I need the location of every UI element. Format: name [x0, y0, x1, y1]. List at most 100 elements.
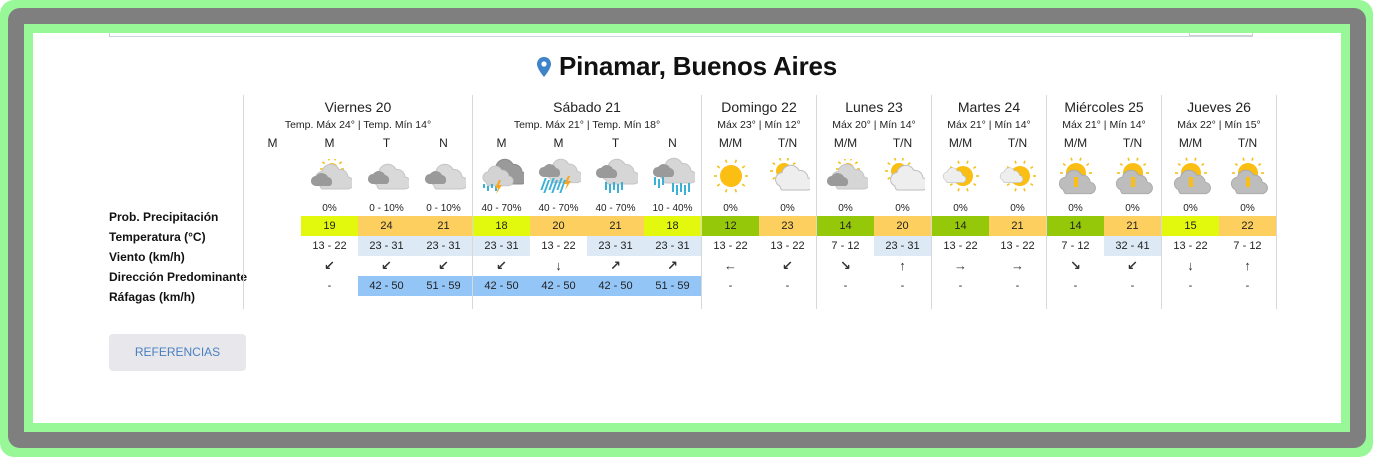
- day-column: Martes 24 Máx 21° | Mín 14° M/M 0% 14 13 - 22…: [931, 95, 1046, 309]
- empty-icon-slot: [244, 154, 301, 198]
- row-labels: Prob. Precipitación Temperatura (°C) Vie…: [109, 207, 247, 307]
- period-label: T/N: [1122, 136, 1143, 150]
- wind-direction-arrow-icon: ↙: [438, 258, 449, 273]
- day-temp-range: Temp. Máx 24° | Temp. Mín 14°: [284, 119, 432, 131]
- precipitation-probability: 40 - 70%: [595, 203, 636, 214]
- wind-direction-arrow-icon: ←: [724, 258, 737, 273]
- wind-speed: 13 - 22: [713, 240, 748, 252]
- period-label: T/N: [777, 136, 798, 150]
- gust-speed: 42 - 50: [530, 276, 587, 296]
- period-label: M: [324, 136, 335, 150]
- wind-direction-arrow-icon: ↘: [1070, 258, 1081, 273]
- period-column: M 40 - 70% 20 13 - 22 ↓ 42 - 50: [530, 134, 587, 296]
- label-precipitation: Prob. Precipitación: [109, 210, 219, 224]
- weather-sunny-icon: [702, 154, 759, 198]
- precipitation-probability: 0%: [895, 203, 910, 214]
- wind-speed: 23 - 31: [874, 236, 931, 256]
- period-column: T/N 0% 20 23 - 31 ↑ -: [874, 134, 931, 296]
- period-label: T: [611, 136, 620, 150]
- period-column: M/M 0% 12 13 - 22 ← -: [702, 134, 759, 296]
- gust-speed: -: [1245, 280, 1250, 292]
- period-column: T 0 - 10% 24 23 - 31 ↙ 42 - 50: [358, 134, 415, 296]
- precipitation-probability: 0%: [780, 203, 795, 214]
- period-column: T/N 0% 23 13 - 22 ↙ -: [759, 134, 816, 296]
- precipitation-probability: 10 - 40%: [652, 203, 693, 214]
- wind-direction-arrow-icon: ↙: [1127, 258, 1138, 273]
- day-column: Jueves 26 Máx 22° | Mín 15° M/M 0% 15 13 - 22…: [1161, 95, 1277, 309]
- weather-storm-light-icon: [473, 154, 530, 198]
- day-name: Martes 24: [957, 99, 1021, 115]
- precipitation-probability: 0%: [1240, 203, 1255, 214]
- period-column: M 40 - 70% 18 23 - 31 ↙ 42 - 50: [473, 134, 530, 296]
- forecast-table: Viernes 20 Temp. Máx 24° | Temp. Mín 14° M…: [243, 95, 1277, 309]
- weather-rain-heavy-icon: [644, 154, 701, 198]
- day-column: Lunes 23 Máx 20° | Mín 14° M/M 0% 14 7 - 12 ↘ -…: [816, 95, 931, 309]
- weather-storm-heavy-icon: [530, 154, 587, 198]
- precipitation-probability: 0 - 10%: [369, 203, 404, 214]
- wind-direction-arrow-icon: ↑: [1244, 258, 1251, 273]
- precipitation-probability: [244, 198, 301, 216]
- weather-sun-small-cloud-icon: [989, 154, 1046, 198]
- temperature-value: 23: [759, 216, 816, 236]
- temperature-value: 18: [644, 216, 701, 236]
- period-column: T 40 - 70% 21 23 - 31 ↗ 42 - 50: [587, 134, 644, 296]
- gust-speed: 42 - 50: [358, 276, 415, 296]
- references-button[interactable]: REFERENCIAS: [109, 334, 246, 371]
- gust-speed: -: [1073, 280, 1078, 292]
- day-temp-range: Máx 22° | Mín 15°: [1177, 119, 1261, 131]
- wind-speed: 13 - 22: [1000, 240, 1035, 252]
- gust-speed: 51 - 59: [415, 276, 472, 296]
- precipitation-probability: 0%: [1010, 203, 1025, 214]
- temperature-value: 21: [415, 216, 472, 236]
- period-column: M/M 0% 14 13 - 22 → -: [932, 134, 989, 296]
- gust-speed: -: [728, 280, 733, 292]
- period-list: M/M 0% 14 7 - 12 ↘ - T/N 0% 20 23 - 31 ↑ -: [817, 134, 931, 296]
- wind-speed: [244, 236, 301, 256]
- period-label: M: [267, 136, 278, 150]
- wind-direction-arrow-icon: ↙: [496, 258, 507, 273]
- temperature-value: 20: [874, 216, 931, 236]
- wind-speed: 13 - 22: [943, 240, 978, 252]
- search-bar-edge[interactable]: [109, 33, 1253, 37]
- wind-direction-arrow-icon: ↘: [840, 258, 851, 273]
- period-column: T/N 0% 21 32 - 41 ↙ -: [1104, 134, 1161, 296]
- wind-speed: 32 - 41: [1104, 236, 1161, 256]
- period-list: M 40 - 70% 18 23 - 31 ↙ 42 - 50 M 40 - 70% 20 13 …: [473, 134, 701, 296]
- gust-speed: -: [1015, 280, 1020, 292]
- day-temp-range: Temp. Máx 21° | Temp. Mín 18°: [513, 119, 661, 131]
- period-label: M/M: [833, 136, 858, 150]
- period-list: M/M 0% 14 7 - 12 ↘ - T/N 0% 21 32 - 41 ↙ -: [1047, 134, 1161, 296]
- wind-speed: 23 - 31: [644, 236, 701, 256]
- period-label: T/N: [892, 136, 913, 150]
- weather-sun-behind-cloud-icon: [874, 154, 931, 198]
- location-title: Pinamar, Buenos Aires: [33, 51, 1341, 84]
- precipitation-probability: 40 - 70%: [481, 203, 522, 214]
- precipitation-probability: 40 - 70%: [538, 203, 579, 214]
- location-name: Pinamar, Buenos Aires: [558, 51, 838, 81]
- day-temp-range: Máx 20° | Mín 14°: [832, 119, 916, 131]
- wind-speed: 13 - 22: [1173, 240, 1208, 252]
- period-column: T/N 0% 21 13 - 22 → -: [989, 134, 1046, 296]
- search-button-edge[interactable]: [1189, 33, 1253, 36]
- temperature-value: 21: [989, 216, 1046, 236]
- temperature-value: 15: [1162, 216, 1219, 236]
- wind-direction-arrow-icon: ↗: [610, 258, 621, 273]
- gust-speed: [244, 276, 301, 296]
- wind-speed: 13 - 22: [770, 240, 805, 252]
- temperature-value: 19: [301, 216, 358, 236]
- period-label: M: [553, 136, 564, 150]
- wind-speed: 23 - 31: [358, 236, 415, 256]
- gust-speed: -: [785, 280, 790, 292]
- gust-speed: 42 - 50: [473, 276, 530, 296]
- gust-speed: -: [1130, 280, 1135, 292]
- weather-sun-over-cloud-icon: [1162, 154, 1219, 198]
- precipitation-probability: 0%: [723, 203, 738, 214]
- wind-speed: 7 - 12: [1233, 240, 1262, 252]
- gust-speed: -: [843, 280, 848, 292]
- wind-speed: 7 - 12: [1061, 240, 1090, 252]
- weather-cloudy-icon: [415, 154, 472, 198]
- period-label: T/N: [1237, 136, 1258, 150]
- label-temperature: Temperatura (°C): [109, 230, 206, 244]
- map-pin-icon: [536, 53, 551, 84]
- temperature-value: [244, 216, 301, 236]
